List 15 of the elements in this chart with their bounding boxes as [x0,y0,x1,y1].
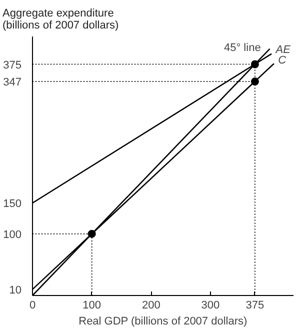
x-tick-label: 200 [142,300,160,312]
annotation: 45° line [224,42,261,54]
x-axis-title: Real GDP (billions of 2007 dollars) [78,316,248,328]
y-tick-label: 10 [9,284,22,296]
x-tick-label: 0 [29,300,36,312]
x-tick-label: 300 [201,300,220,312]
x-tick-label: 375 [246,300,264,312]
y-tick-label: 347 [3,76,22,89]
y-tick-label: 150 [3,198,22,210]
annotation: AE [274,44,292,56]
y-tick-label: 375 [3,59,22,72]
annotation: C [278,54,286,66]
y-tick-label: 100 [3,228,22,241]
y-axis-title: Aggregate expenditure (billions of 2007 dollars) [2,8,119,32]
x-tick-label: 100 [82,300,101,312]
